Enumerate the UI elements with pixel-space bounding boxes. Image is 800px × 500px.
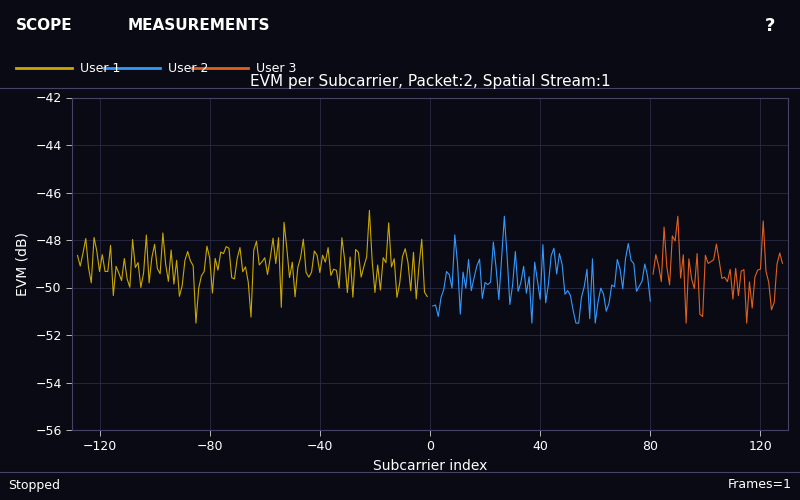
Y-axis label: EVM (dB): EVM (dB): [15, 232, 30, 296]
Text: Frames=1: Frames=1: [728, 478, 792, 492]
Text: SCOPE: SCOPE: [16, 18, 73, 32]
Text: MEASUREMENTS: MEASUREMENTS: [128, 18, 270, 32]
Text: User 2: User 2: [168, 62, 208, 74]
Text: User 3: User 3: [256, 62, 296, 74]
Text: User 1: User 1: [80, 62, 120, 74]
Text: Stopped: Stopped: [8, 478, 60, 492]
Title: EVM per Subcarrier, Packet:2, Spatial Stream:1: EVM per Subcarrier, Packet:2, Spatial St…: [250, 74, 610, 90]
Text: ?: ?: [765, 17, 775, 35]
X-axis label: Subcarrier index: Subcarrier index: [373, 459, 487, 473]
